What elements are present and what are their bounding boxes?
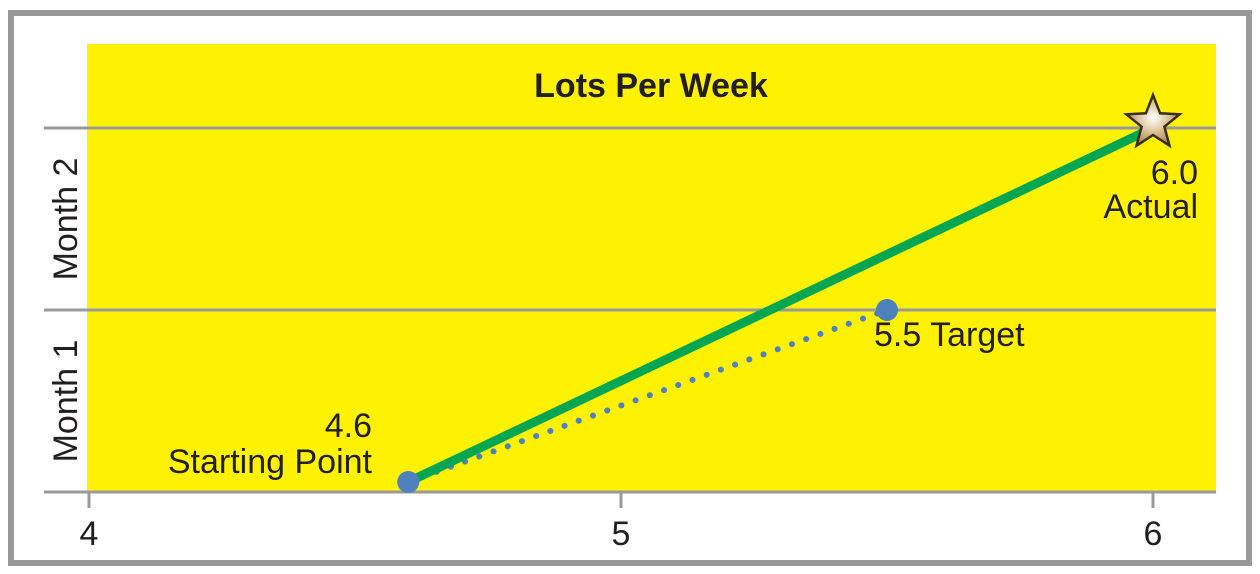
y-axis-categories: Month 1 Month 2 [47, 158, 85, 463]
x-axis: 4 5 6 [44, 490, 1216, 553]
grid-lines [44, 126, 1216, 312]
x-tick-label-5: 5 [612, 515, 631, 553]
start-point-marker [397, 471, 420, 493]
actual-series-line [406, 123, 1155, 487]
series-group [405, 123, 1155, 487]
target-point-marker [876, 299, 898, 321]
y-category-label-1: Month 1 [47, 340, 85, 463]
plot-background [87, 44, 1216, 493]
x-tick-label-6: 6 [1144, 515, 1163, 553]
actual-value-label: 6.0 [1151, 154, 1198, 192]
start-point-label: Starting Point [168, 443, 373, 481]
target-series-line [405, 307, 890, 485]
actual-label: Actual [1104, 188, 1199, 226]
start-value-label: 4.6 [325, 407, 372, 445]
chart-title: Lots Per Week [534, 67, 768, 105]
y-category-label-2: Month 2 [47, 158, 85, 281]
actual-star-marker [1123, 91, 1183, 149]
markers-group [397, 91, 1183, 493]
x-tick-label-4: 4 [80, 515, 99, 553]
target-label: 5.5 Target [874, 316, 1025, 354]
